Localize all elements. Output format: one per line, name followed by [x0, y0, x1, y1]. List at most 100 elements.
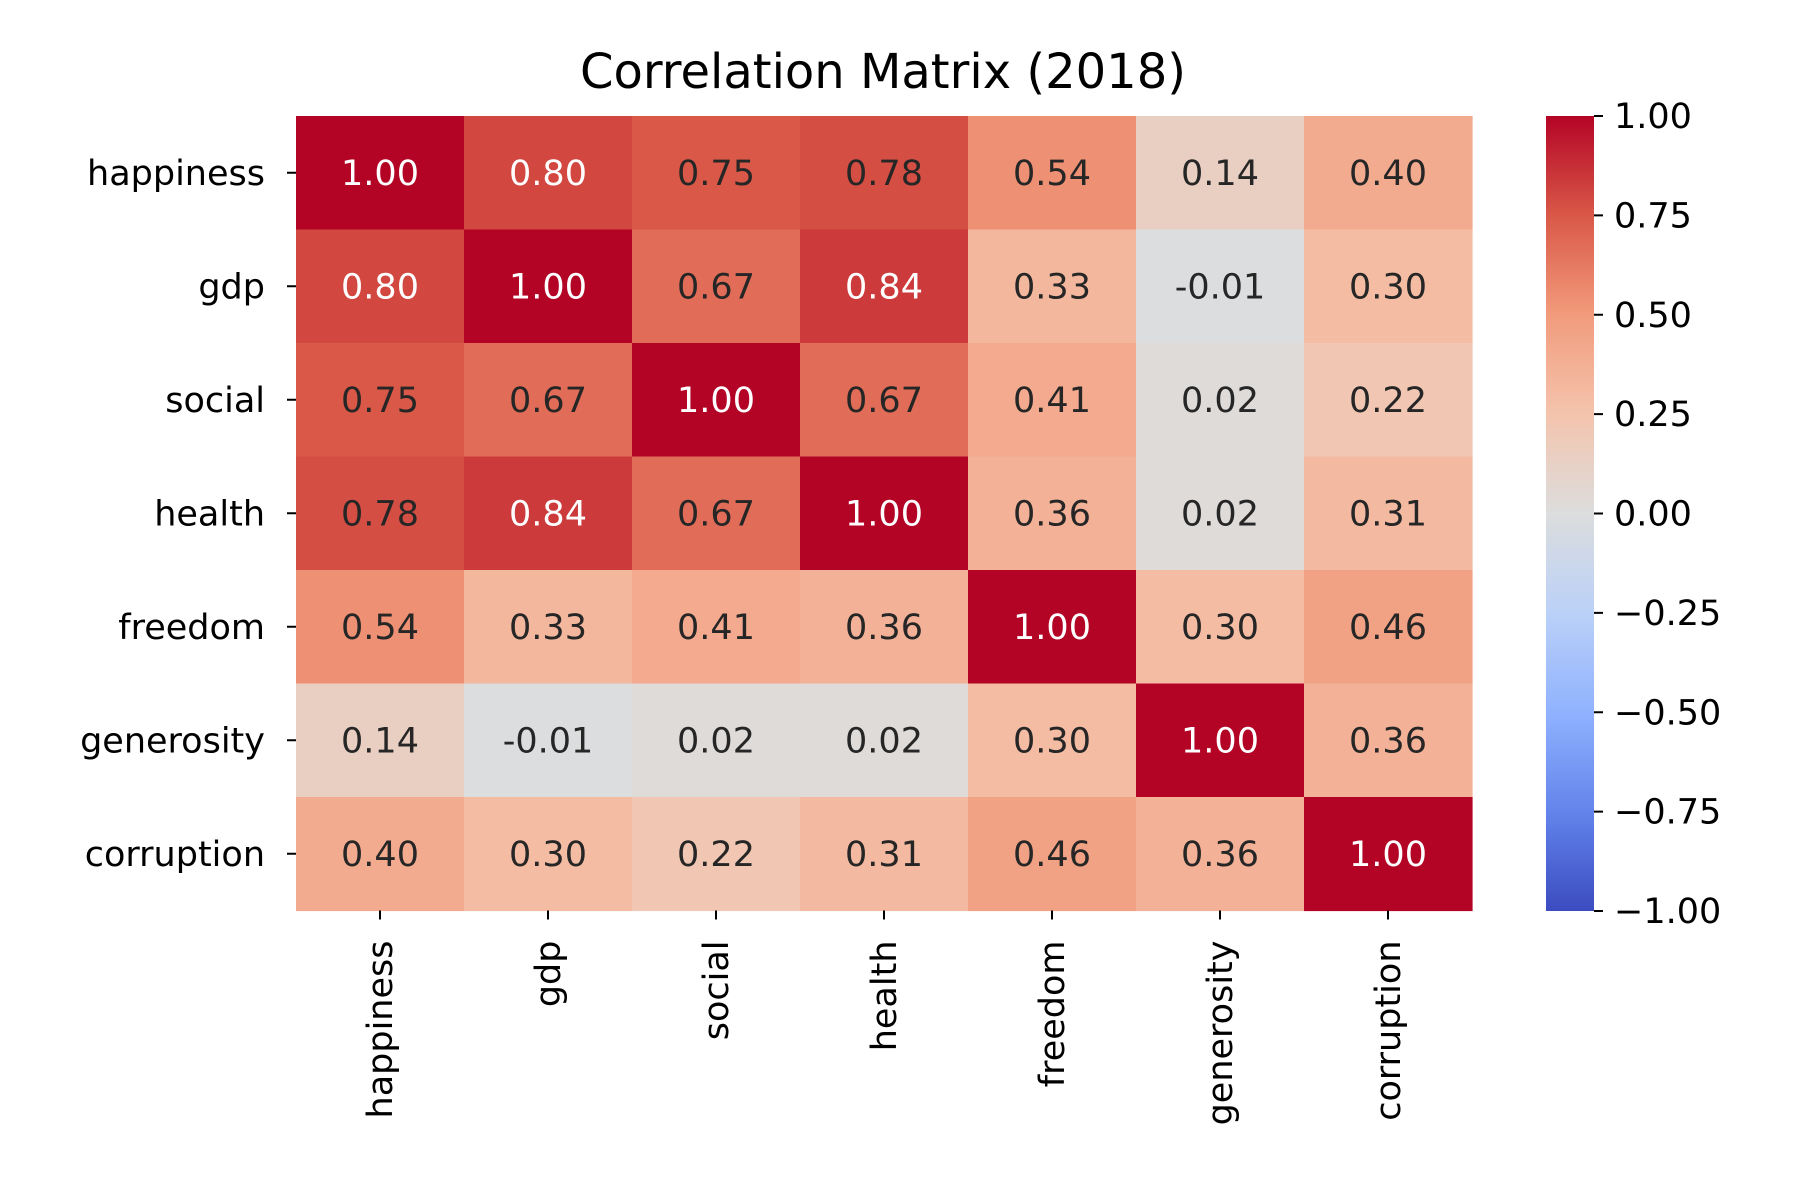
cell-value-label: 0.78: [341, 494, 419, 534]
heatmap-cell: [1136, 797, 1305, 912]
cell-value-label: -0.01: [503, 721, 594, 761]
x-tick-label: social: [697, 941, 737, 1041]
heatmap-cell: [632, 570, 801, 685]
heatmap-cell: [968, 229, 1137, 344]
heatmap-value-labels: 1.00 0.80 0.75 0.78 0.54 0.14 0.40 0.80 1.00 0.67…: [341, 154, 1427, 875]
x-axis-ticks: happiness gdp social health freedom generosit…: [361, 910, 1409, 1126]
cell-value-label: 1.00: [1181, 721, 1259, 761]
heatmap-cell: [800, 456, 969, 571]
cell-value-label: 0.33: [509, 608, 587, 648]
cell-value-label: 0.30: [1349, 267, 1427, 307]
heatmap-cell: [632, 683, 801, 798]
heatmap-cell: [968, 343, 1137, 458]
cell-value-label: 1.00: [509, 267, 587, 307]
colorbar-tick-label: 0.00: [1614, 495, 1692, 535]
cell-value-label: 0.22: [677, 835, 755, 875]
heatmap-cell: [1304, 797, 1473, 912]
cell-value-label: 0.36: [1349, 721, 1427, 761]
colorbar: 1.00 0.75 0.50 0.25 0.00 −0.25 −0.50 −0.75 −1.00: [1546, 97, 1721, 932]
heatmap-cell: [464, 683, 633, 798]
cell-value-label: 0.54: [1013, 154, 1091, 194]
heatmap-cell: [968, 456, 1137, 571]
cell-value-label: 0.22: [1349, 381, 1427, 421]
heatmap-cell: [464, 343, 633, 458]
x-tick-label: gdp: [529, 941, 569, 1008]
heatmap-cell: [1304, 229, 1473, 344]
cell-value-label: 1.00: [845, 494, 923, 534]
heatmap-cell: [632, 229, 801, 344]
cell-value-label: 0.84: [845, 267, 923, 307]
y-tick-label: generosity: [80, 721, 265, 761]
heatmap-cell: [968, 683, 1137, 798]
cell-value-label: 0.36: [1181, 835, 1259, 875]
cell-value-label: 0.67: [509, 381, 587, 421]
x-tick-label: corruption: [1369, 941, 1409, 1121]
cell-value-label: 0.31: [845, 835, 923, 875]
cell-value-label: 0.14: [1181, 154, 1259, 194]
y-tick-label: gdp: [198, 267, 265, 307]
cell-value-label: 0.40: [341, 835, 419, 875]
colorbar-tick-label: 1.00: [1614, 97, 1692, 137]
heatmap-cell: [464, 570, 633, 685]
y-axis-ticks: happiness gdp social health freedom generosit…: [80, 154, 296, 875]
heatmap-cell: [800, 683, 969, 798]
heatmap-cell: [632, 343, 801, 458]
heatmap-cells: [296, 116, 1473, 912]
heatmap-cell: [464, 456, 633, 571]
cell-value-label: 0.30: [1181, 608, 1259, 648]
cell-value-label: 0.75: [341, 381, 419, 421]
heatmap-cell: [1136, 683, 1305, 798]
cell-value-label: 0.84: [509, 494, 587, 534]
cell-value-label: 0.30: [509, 835, 587, 875]
heatmap-cell: [296, 797, 465, 912]
heatmap-cell: [464, 229, 633, 344]
colorbar-tick-label: 0.50: [1614, 296, 1692, 336]
heatmap-cell: [1304, 343, 1473, 458]
cell-value-label: 0.41: [677, 608, 755, 648]
y-tick-label: happiness: [87, 154, 265, 194]
heatmap-cell: [296, 683, 465, 798]
cell-value-label: 0.40: [1349, 154, 1427, 194]
heatmap-cell: [968, 570, 1137, 685]
y-tick-label: health: [154, 494, 265, 534]
heatmap-cell: [800, 797, 969, 912]
colorbar-gradient: [1546, 116, 1594, 911]
x-tick-label: generosity: [1201, 941, 1241, 1126]
heatmap-cell: [464, 797, 633, 912]
x-tick-label: happiness: [361, 941, 401, 1119]
heatmap-cell: [296, 343, 465, 458]
colorbar-tick-label: 0.25: [1614, 395, 1692, 435]
y-tick-label: social: [165, 381, 265, 421]
cell-value-label: 1.00: [1349, 835, 1427, 875]
cell-value-label: 0.02: [845, 721, 923, 761]
cell-value-label: 0.31: [1349, 494, 1427, 534]
heatmap-cell: [632, 116, 801, 231]
heatmap-cell: [632, 456, 801, 571]
cell-value-label: 0.80: [341, 267, 419, 307]
heatmap-cell: [1136, 456, 1305, 571]
heatmap-cell: [800, 229, 969, 344]
heatmap-cell: [1304, 456, 1473, 571]
colorbar-tick-label: 0.75: [1614, 196, 1692, 236]
colorbar-tick-label: −0.50: [1614, 693, 1721, 733]
heatmap-cell: [1136, 570, 1305, 685]
cell-value-label: 0.75: [677, 154, 755, 194]
heatmap-cell: [464, 116, 633, 231]
cell-value-label: 0.33: [1013, 267, 1091, 307]
cell-value-label: 0.02: [677, 721, 755, 761]
cell-value-label: 0.30: [1013, 721, 1091, 761]
colorbar-tick-label: −0.25: [1614, 594, 1721, 634]
cell-value-label: 0.54: [341, 608, 419, 648]
heatmap-cell: [1136, 229, 1305, 344]
cell-value-label: 0.36: [845, 608, 923, 648]
cell-value-label: 0.46: [1349, 608, 1427, 648]
cell-value-label: 0.02: [1181, 494, 1259, 534]
cell-value-label: 0.67: [677, 494, 755, 534]
cell-value-label: -0.01: [1175, 267, 1266, 307]
heatmap-cell: [296, 229, 465, 344]
chart-title: Correlation Matrix (2018): [580, 44, 1186, 100]
cell-value-label: 0.36: [1013, 494, 1091, 534]
x-tick-label: health: [865, 941, 905, 1052]
heatmap-cell: [1136, 116, 1305, 231]
